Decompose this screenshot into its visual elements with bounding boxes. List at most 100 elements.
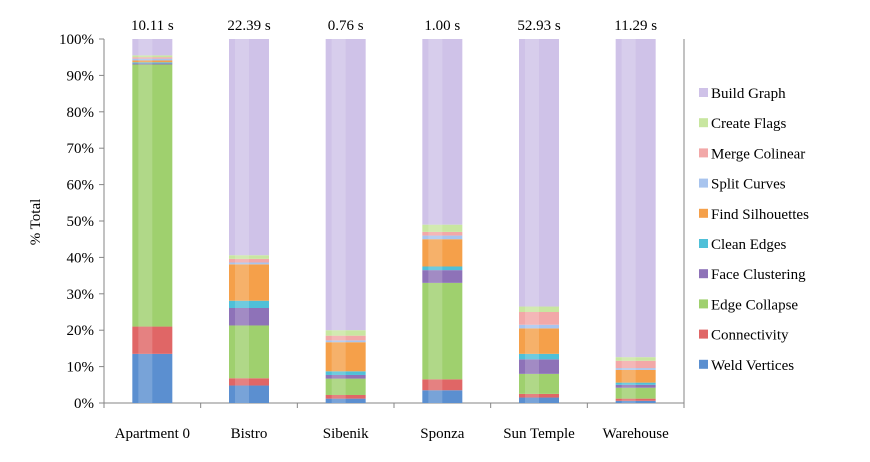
bar-segment-highlight bbox=[621, 400, 636, 403]
bar-segment-split-curves bbox=[325, 340, 366, 343]
bar-segment-highlight bbox=[621, 360, 636, 369]
bar-segment-build-graph bbox=[615, 39, 656, 358]
bar-segment-edge-collapse bbox=[132, 64, 173, 327]
x-category-label: Sponza bbox=[420, 426, 465, 442]
bar-segment-find-silhouettes bbox=[519, 328, 559, 354]
x-category-label: Warehouse bbox=[603, 426, 670, 442]
bar-segment-merge-colinear bbox=[615, 360, 656, 369]
bar-segment-create-flags bbox=[422, 224, 463, 232]
x-category-label: Sun Temple bbox=[503, 426, 575, 442]
bar-segment-highlight bbox=[525, 353, 539, 360]
bar-segment-weld-vertices bbox=[132, 353, 173, 403]
legend-swatch bbox=[699, 118, 708, 128]
y-tick-label: 90% bbox=[67, 68, 95, 84]
bar-segment-connectivity bbox=[325, 394, 366, 399]
y-tick-label: 20% bbox=[67, 323, 95, 339]
bar-segment-merge-colinear bbox=[422, 231, 463, 236]
bar-segment-face-clustering bbox=[132, 63, 173, 65]
bar-segment-build-graph bbox=[422, 39, 463, 225]
bar-segment-edge-collapse bbox=[229, 325, 269, 379]
labels: 0% 10% 20% 30% 40% 50% 60% 70% 80% 90% 100% Apartme… bbox=[59, 18, 669, 442]
bar-segment-highlight bbox=[525, 312, 539, 325]
legend-swatch bbox=[699, 148, 708, 158]
bar-segment-highlight bbox=[138, 326, 153, 354]
bar-segment-build-graph bbox=[325, 39, 366, 331]
bar-segment-highlight bbox=[525, 359, 539, 374]
bar-segment-highlight bbox=[525, 39, 539, 307]
legend: Build Graph Create Flags Merge Colinear Spl… bbox=[699, 86, 809, 374]
bar-segment-highlight bbox=[138, 64, 153, 327]
y-tick-label: 60% bbox=[67, 178, 95, 194]
bar-segment-clean-edges bbox=[615, 382, 656, 385]
legend-swatch bbox=[699, 239, 708, 248]
legend-swatch bbox=[699, 359, 708, 369]
bar-segment-merge-colinear bbox=[132, 57, 173, 59]
bars bbox=[132, 39, 656, 403]
bar-segment-highlight bbox=[138, 58, 153, 61]
bar-segment-face-clustering bbox=[422, 270, 463, 283]
bar-segment-highlight bbox=[428, 39, 443, 225]
bar-segment-highlight bbox=[138, 63, 153, 65]
y-tick-label: 30% bbox=[67, 287, 95, 303]
legend-entry-label: Connectivity bbox=[711, 328, 789, 344]
legend-entry-label: Face Clustering bbox=[711, 267, 806, 283]
bar-segment-face-clustering bbox=[325, 374, 366, 379]
bar-total-label: 10.11 s bbox=[131, 18, 174, 34]
bar-segment-connectivity bbox=[519, 393, 559, 398]
bar-segment-merge-colinear bbox=[229, 258, 269, 263]
bar-segment-weld-vertices bbox=[519, 397, 559, 403]
bar-segment-weld-vertices bbox=[422, 390, 463, 403]
bar-segment-highlight bbox=[235, 308, 249, 326]
bar-segment-highlight bbox=[525, 324, 539, 329]
x-category-label: Bistro bbox=[231, 426, 268, 442]
legend-swatch bbox=[699, 88, 708, 97]
bar-total-label: 52.93 s bbox=[517, 18, 561, 34]
bar-segment-find-silhouettes bbox=[422, 239, 463, 267]
bar-segment-clean-edges bbox=[519, 353, 559, 360]
legend-entry-label: Clean Edges bbox=[711, 237, 787, 253]
bar-segment-highlight bbox=[525, 397, 539, 403]
bar-segment-split-curves bbox=[519, 324, 559, 329]
legend-swatch bbox=[699, 329, 708, 339]
bar-segment-highlight bbox=[621, 369, 636, 383]
bar-segment-highlight bbox=[138, 353, 153, 403]
y-tick-label: 70% bbox=[67, 141, 95, 157]
bar-segment-split-curves bbox=[132, 58, 173, 61]
bar-segment-highlight bbox=[331, 394, 346, 399]
bar-segment-highlight bbox=[235, 39, 249, 256]
y-tick-label: 0% bbox=[74, 396, 94, 412]
x-category-label: Sibenik bbox=[323, 426, 369, 442]
bar-segment-highlight bbox=[621, 39, 636, 358]
bar-segment-create-flags bbox=[325, 330, 366, 336]
bar-segment-connectivity bbox=[229, 378, 269, 386]
bar-segment-split-curves bbox=[229, 262, 269, 265]
bar-segment-highlight bbox=[331, 371, 346, 375]
bar-segment-highlight bbox=[331, 378, 346, 395]
bar-segment-split-curves bbox=[422, 235, 463, 240]
bar-segment-face-clustering bbox=[519, 359, 559, 374]
bar-segment-find-silhouettes bbox=[325, 342, 366, 372]
bar-segment-highlight bbox=[331, 340, 346, 343]
bar-segment-edge-collapse bbox=[615, 387, 656, 399]
bar-segment-find-silhouettes bbox=[615, 369, 656, 383]
y-axis-title: % Total bbox=[28, 199, 44, 246]
bar-segment-create-flags bbox=[229, 255, 269, 259]
bar-segment-weld-vertices bbox=[229, 385, 269, 403]
bar-segment-highlight bbox=[525, 393, 539, 398]
bar-segment-merge-colinear bbox=[519, 312, 559, 325]
bar-segment-highlight bbox=[138, 55, 153, 58]
legend-entry-label: Split Curves bbox=[711, 177, 786, 193]
legend-swatch bbox=[699, 299, 708, 309]
bar-segment-create-flags bbox=[132, 55, 173, 58]
bar-segment-highlight bbox=[428, 235, 443, 240]
bar-segment-highlight bbox=[138, 39, 153, 56]
bar-segment-build-graph bbox=[229, 39, 269, 256]
bar-segment-highlight bbox=[331, 374, 346, 379]
bar-segment-highlight bbox=[235, 385, 249, 403]
bar-segment-highlight bbox=[331, 39, 346, 331]
bar-segment-highlight bbox=[428, 266, 443, 271]
bar-segment-find-silhouettes bbox=[229, 264, 269, 301]
bar-segment-edge-collapse bbox=[519, 373, 559, 394]
legend-swatch bbox=[699, 178, 708, 188]
bar-segment-highlight bbox=[235, 300, 249, 308]
